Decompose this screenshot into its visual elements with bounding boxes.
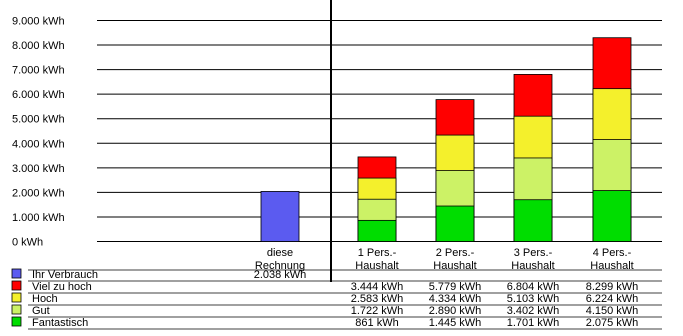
- table-value: 1.722 kWh: [351, 305, 404, 317]
- table-value: 3.402 kWh: [507, 305, 560, 317]
- legend-label: Gut: [32, 305, 50, 317]
- category-label-line2: Rechnung: [255, 260, 305, 272]
- table-value: 6.224 kWh: [586, 293, 639, 305]
- table-value: 1.445 kWh: [429, 317, 482, 329]
- table-value: 4.150 kWh: [586, 305, 639, 317]
- legend-label-own-consumption: Ihr Verbrauch: [32, 269, 98, 281]
- legend-label: Fantastisch: [32, 317, 88, 329]
- y-tick-label: 0 kWh: [12, 237, 43, 249]
- table-value: 6.804 kWh: [507, 281, 560, 293]
- legend-swatch: [11, 304, 22, 315]
- table-value: 2.075 kWh: [586, 317, 639, 329]
- table-value: 8.299 kWh: [586, 281, 639, 293]
- table-value-own-consumption: 2.038 kWh: [254, 269, 307, 281]
- legend-swatch: [11, 292, 22, 303]
- legend-swatch: [11, 316, 22, 327]
- bar-segment: [357, 219, 397, 242]
- y-tick-label: 4.000 kWh: [12, 138, 65, 150]
- y-tick-label: 9.000 kWh: [12, 16, 65, 28]
- table-value: 5.779 kWh: [429, 281, 482, 293]
- category-label-line2: Haushalt: [590, 260, 633, 272]
- y-tick-label: 8.000 kWh: [12, 40, 65, 52]
- legend-swatch-own-consumption: [11, 268, 22, 279]
- bar-segment: [513, 199, 553, 242]
- table-value: 2.890 kWh: [429, 305, 482, 317]
- category-label-line2: Haushalt: [355, 260, 398, 272]
- table-value: 5.103 kWh: [507, 293, 560, 305]
- y-tick-label: 7.000 kWh: [12, 65, 65, 77]
- category-label-line2: Haushalt: [511, 260, 554, 272]
- table-value: 3.444 kWh: [351, 281, 404, 293]
- legend-label: Viel zu hoch: [32, 281, 92, 293]
- y-tick-label: 6.000 kWh: [12, 89, 65, 101]
- y-tick-label: 5.000 kWh: [12, 114, 65, 126]
- y-tick-label: 2.000 kWh: [12, 187, 65, 199]
- table-value: 861 kWh: [355, 317, 398, 329]
- category-label-line1: 1 Pers.-: [358, 247, 397, 259]
- bar-segment: [435, 205, 475, 242]
- table-value: 2.583 kWh: [351, 293, 404, 305]
- table-value: 1.701 kWh: [507, 317, 560, 329]
- category-label-line2: Haushalt: [433, 260, 476, 272]
- category-label-line1: 2 Pers.-: [436, 247, 475, 259]
- y-tick-label: 1.000 kWh: [12, 212, 65, 224]
- bar-own-consumption: [260, 191, 300, 242]
- table-value: 4.334 kWh: [429, 293, 482, 305]
- legend-swatch: [11, 280, 22, 291]
- category-label-line1: diese: [267, 247, 293, 259]
- category-label-line1: 3 Pers.-: [514, 247, 553, 259]
- legend-label: Hoch: [32, 293, 58, 305]
- category-label-line1: 4 Pers.-: [593, 247, 632, 259]
- y-tick-label: 3.000 kWh: [12, 163, 65, 175]
- bar-segment: [592, 190, 632, 242]
